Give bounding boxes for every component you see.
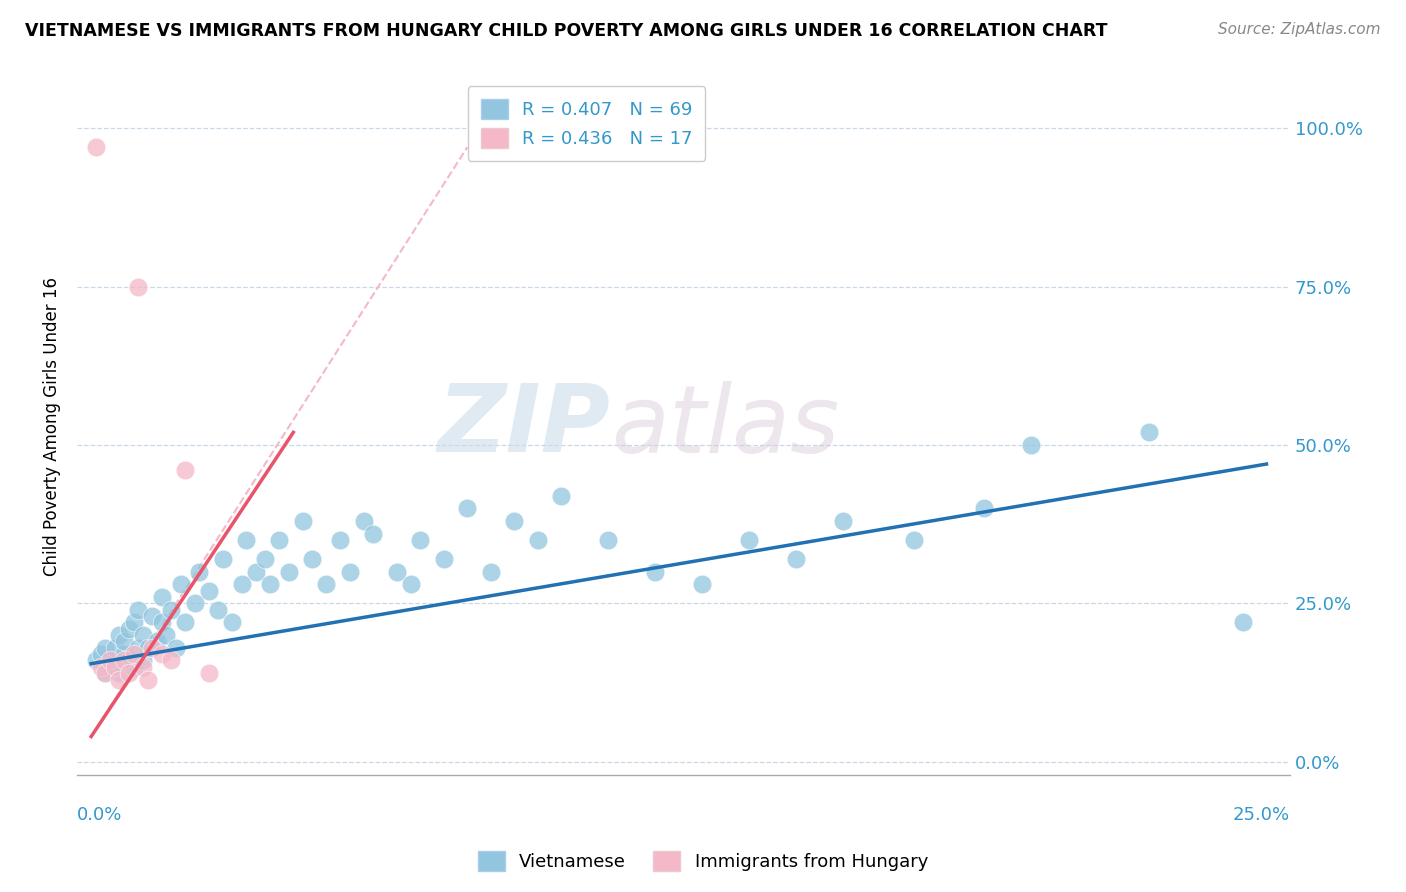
Point (118, 666, 141, 681)
Point (329, 533, 352, 547)
Point (104, 640, 127, 655)
Point (160, 603, 183, 617)
Point (94, 666, 117, 681)
Point (94, 640, 117, 655)
Point (644, 565, 666, 579)
Point (141, 609, 163, 624)
Point (98, 653, 121, 667)
Point (197, 583, 219, 598)
Point (127, 640, 149, 655)
Point (108, 673, 131, 687)
Legend: Vietnamese, Immigrants from Hungary: Vietnamese, Immigrants from Hungary (471, 844, 935, 879)
Legend: R = 0.407   N = 69, R = 0.436   N = 17: R = 0.407 N = 69, R = 0.436 N = 17 (468, 87, 706, 161)
Point (235, 533, 257, 547)
Point (132, 653, 155, 667)
Point (118, 653, 141, 667)
Point (90, 660, 112, 674)
Point (150, 590, 173, 604)
Point (245, 565, 267, 579)
Point (104, 653, 127, 667)
Point (409, 533, 432, 547)
Point (692, 577, 714, 591)
Point (165, 640, 187, 655)
Point (832, 514, 855, 528)
Point (108, 666, 131, 681)
Point (188, 565, 211, 579)
Point (127, 279, 149, 293)
Point (1232, 615, 1254, 630)
Point (136, 640, 159, 655)
Point (169, 577, 191, 591)
Point (259, 577, 281, 591)
Text: Source: ZipAtlas.com: Source: ZipAtlas.com (1218, 22, 1381, 37)
Point (112, 634, 135, 648)
Point (183, 597, 205, 611)
Point (550, 489, 572, 503)
Point (122, 615, 145, 630)
Point (146, 634, 169, 648)
Text: atlas: atlas (610, 381, 839, 472)
Point (174, 615, 197, 630)
Point (155, 628, 177, 642)
Point (456, 501, 478, 516)
Point (132, 628, 155, 642)
Point (136, 673, 159, 687)
Point (94, 666, 117, 681)
Point (174, 463, 197, 477)
Point (1137, 425, 1160, 440)
Point (211, 552, 233, 566)
Point (221, 615, 243, 630)
Point (785, 552, 807, 566)
Point (108, 628, 131, 642)
Point (503, 514, 526, 528)
Point (197, 666, 219, 681)
Point (385, 565, 408, 579)
Point (122, 647, 145, 661)
Point (301, 552, 323, 566)
Point (207, 603, 229, 617)
Point (118, 622, 141, 636)
Point (112, 653, 135, 667)
Point (132, 660, 155, 674)
Point (122, 660, 145, 674)
Point (84, 653, 107, 667)
Point (399, 577, 422, 591)
Point (973, 501, 995, 516)
Point (141, 640, 163, 655)
Point (231, 577, 253, 591)
Y-axis label: Child Poverty Among Girls Under 16: Child Poverty Among Girls Under 16 (44, 277, 60, 575)
Point (598, 533, 620, 547)
Point (479, 565, 502, 579)
Point (269, 533, 291, 547)
Text: VIETNAMESE VS IMMIGRANTS FROM HUNGARY CHILD POVERTY AMONG GIRLS UNDER 16 CORRELA: VIETNAMESE VS IMMIGRANTS FROM HUNGARY CH… (25, 22, 1108, 40)
Point (738, 533, 761, 547)
Point (98, 660, 121, 674)
Point (127, 603, 149, 617)
Point (254, 552, 277, 566)
Text: 0.0%: 0.0% (77, 806, 122, 824)
Point (112, 647, 135, 661)
Text: 25.0%: 25.0% (1233, 806, 1291, 824)
Point (527, 533, 550, 547)
Point (353, 514, 375, 528)
Point (315, 577, 337, 591)
Point (150, 647, 173, 661)
Point (1021, 438, 1043, 452)
Point (160, 653, 183, 667)
Text: ZIP: ZIP (437, 380, 610, 472)
Point (903, 533, 925, 547)
Point (361, 526, 384, 541)
Point (150, 615, 173, 630)
Point (104, 660, 127, 674)
Point (433, 552, 456, 566)
Point (277, 565, 299, 579)
Point (339, 565, 361, 579)
Point (291, 514, 314, 528)
Point (90, 647, 112, 661)
Point (84, 140, 107, 154)
